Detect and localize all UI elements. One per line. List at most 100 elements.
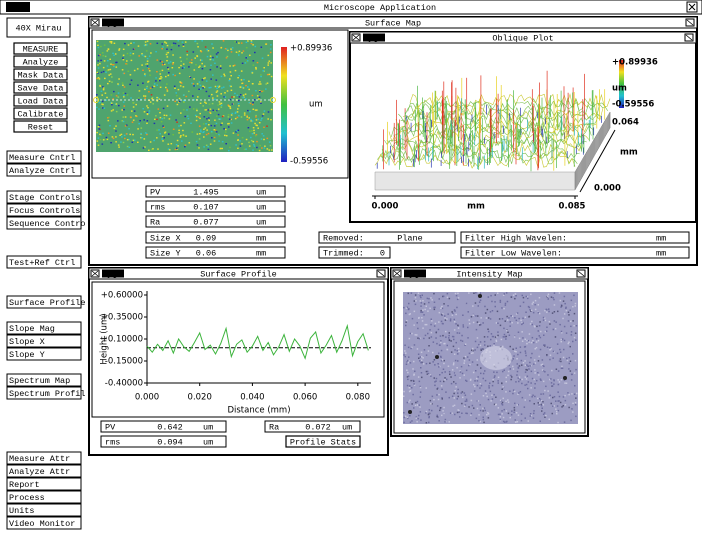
intensity-pixel [527,297,529,300]
intensity-pixel [442,334,444,337]
intensity-pixel [428,301,430,304]
intensity-pixel [443,362,445,365]
menu-item[interactable] [6,503,82,517]
surface-pixel [186,54,189,56]
surface-pixel [214,119,216,121]
surface-pixel [193,99,195,101]
surface-pixel [215,122,218,125]
intensity-pixel [519,378,521,381]
intensity-pixel [479,324,481,326]
menu-item[interactable] [6,490,82,504]
menu-item[interactable] [6,216,82,230]
menu-item[interactable] [6,203,82,217]
surface-pixel [163,117,166,119]
button[interactable] [13,68,68,81]
surface-pixel [197,46,199,48]
intensity-pixel [567,392,569,394]
surface-pixel [126,63,128,65]
intensity-pixel [540,399,543,402]
intensity-pixel [433,359,436,361]
intensity-pixel [415,300,417,302]
surface-pixel [183,99,185,102]
intensity-pixel [449,412,452,414]
intensity-pixel [444,319,447,321]
surface-pixel [175,92,177,94]
surface-pixel [218,133,220,136]
intensity-pixel [553,292,556,294]
menu-item[interactable] [6,163,82,177]
intensity-pixel [485,317,488,319]
intensity-pixel [472,371,475,374]
button[interactable] [13,81,68,94]
surface-pixel [138,123,140,125]
logo: zygo [405,269,425,279]
intensity-pixel [463,392,466,394]
surface-pixel [214,62,216,64]
surface-pixel [165,42,168,44]
intensity-pixel [413,384,416,386]
intensity-pixel [565,382,568,384]
intensity-pixel [540,404,543,407]
intensity-pixel [409,399,411,402]
menu-item[interactable] [6,477,82,491]
intensity-pixel [550,402,552,405]
intensity-pixel [544,309,546,312]
button[interactable] [13,94,68,107]
button[interactable] [13,55,68,68]
surface-pixel [204,46,207,48]
surface-pixel [255,135,257,137]
surface-pixel [271,149,273,151]
intensity-pixel [574,302,577,305]
intensity-pixel [569,370,572,372]
surface-pixel [224,48,227,50]
button[interactable] [13,107,68,120]
menu-item[interactable] [6,386,82,400]
surface-pixel [155,51,157,53]
surface-pixel [101,103,103,105]
button[interactable] [13,42,68,55]
menu-item[interactable] [6,295,82,309]
intensity-pixel [555,321,557,323]
stat-value: 0.06 [196,248,216,258]
menu-item[interactable] [6,321,82,335]
menu-item[interactable] [6,190,82,204]
surface-pixel [190,122,192,124]
intensity-pixel [514,350,516,352]
surface-pixel [96,106,98,109]
surface-pixel [99,101,101,103]
intensity-pixel [561,331,563,334]
intensity-pixel [549,347,551,349]
surface-pixel [185,135,187,137]
surface-pixel [266,148,269,150]
menu-item[interactable] [6,451,82,465]
surface-pixel [157,96,159,99]
menu-item[interactable] [6,150,82,164]
menu-item[interactable] [6,334,82,348]
surface-pixel [218,135,221,137]
intensity-pixel [413,360,415,363]
menu-item[interactable] [6,373,82,387]
intensity-pixel [564,302,566,305]
menu-item[interactable] [6,464,82,478]
intensity-pixel [515,313,518,315]
surface-pixel [203,136,205,138]
intensity-pixel [410,347,412,350]
intensity-pixel [531,303,534,305]
surface-pixel [145,87,148,89]
surface-pixel [209,111,211,113]
logo: zygo [103,18,123,28]
intensity-pixel [453,362,455,364]
surface-pixel [253,144,255,146]
intensity-pixel [569,360,572,362]
surface-pixel [178,100,181,103]
menu-item[interactable] [6,516,82,530]
intensity-pixel [487,345,489,347]
menu-item[interactable] [6,347,82,361]
button[interactable] [13,120,68,133]
surface-pixel [214,110,217,112]
intensity-pixel [439,344,441,346]
surface-pixel [256,95,259,97]
menu-item[interactable] [6,255,82,269]
intensity-pixel [521,364,523,366]
button[interactable] [285,435,361,448]
